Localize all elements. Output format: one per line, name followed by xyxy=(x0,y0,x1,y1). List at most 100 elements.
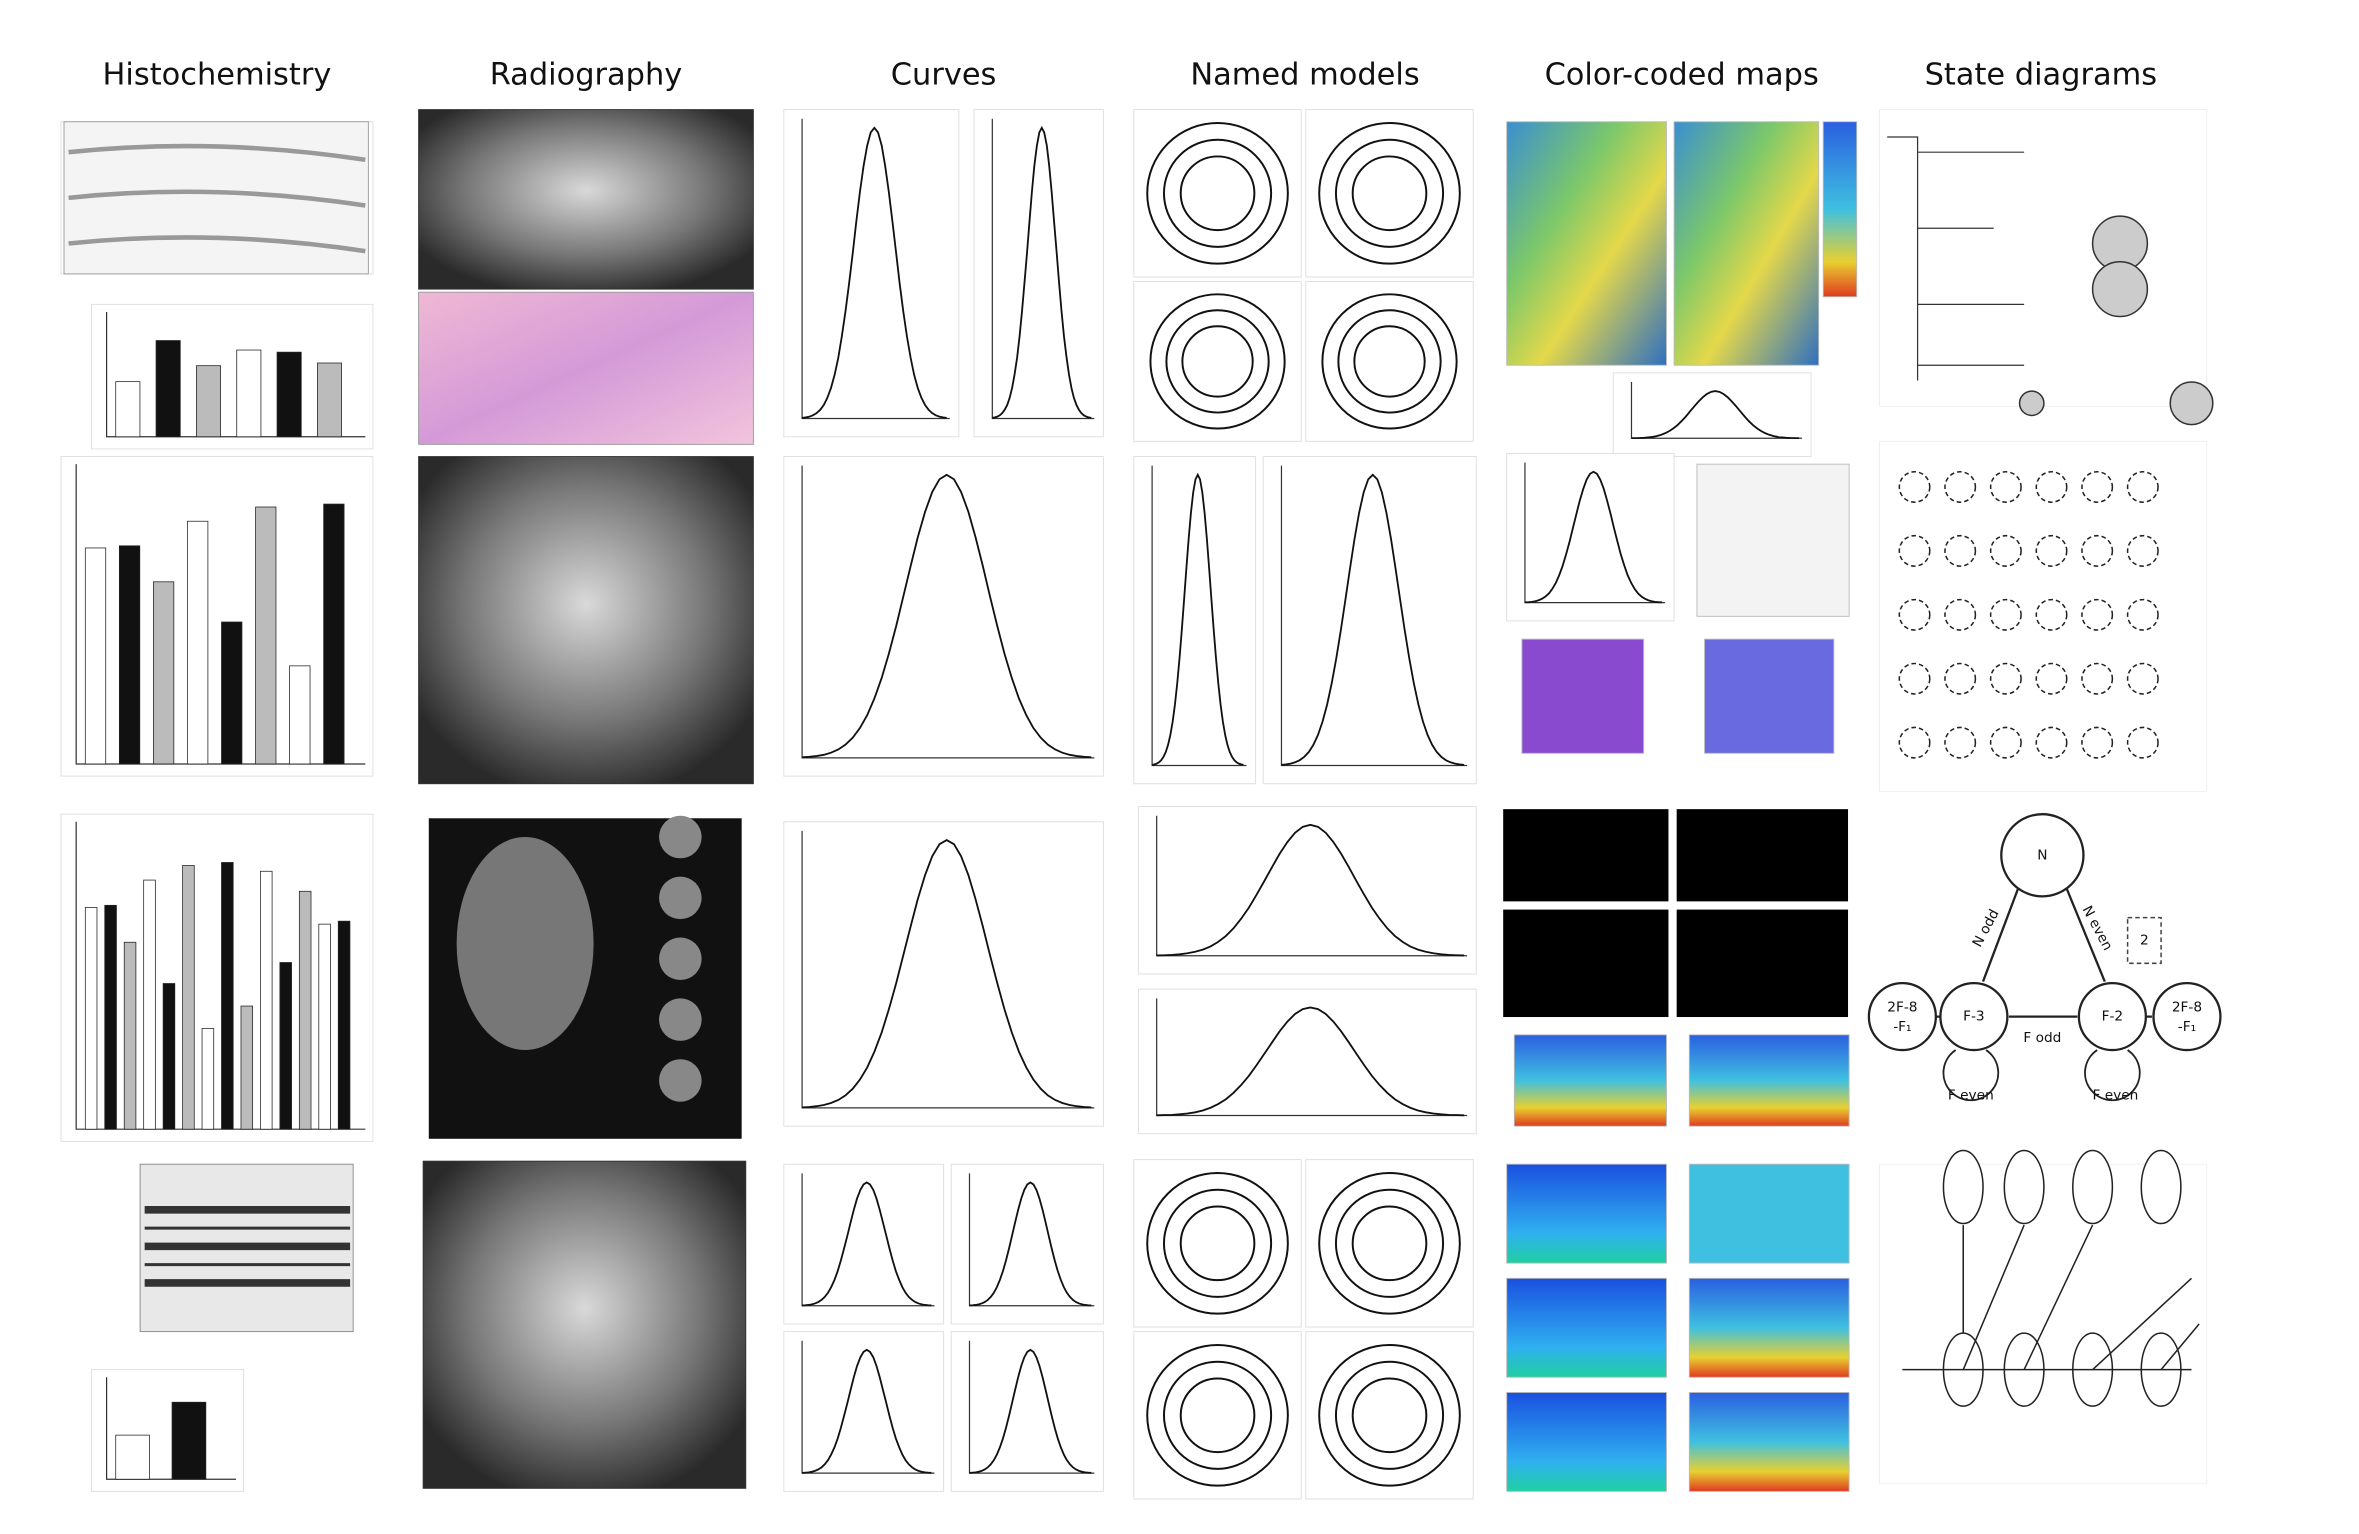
panel-bar xyxy=(187,520,209,765)
panel xyxy=(60,456,374,777)
panel xyxy=(1503,809,1669,902)
panel-drawing xyxy=(68,143,366,163)
panel xyxy=(1676,909,1849,1018)
panel-drawing xyxy=(659,1059,702,1102)
panel-drawing xyxy=(969,1181,1092,1307)
panel-drawing xyxy=(1989,662,2022,695)
edge-label: F even xyxy=(2093,1088,2139,1104)
panel xyxy=(1133,456,1257,785)
panel-drawing xyxy=(1351,1377,1428,1454)
panel xyxy=(1137,988,1477,1135)
panel xyxy=(1305,281,1474,442)
panel-drawing xyxy=(802,473,1092,759)
panel-drawing xyxy=(801,118,950,420)
edge-label: F even xyxy=(1948,1088,1994,1104)
panel xyxy=(783,1331,945,1492)
panel-drawing xyxy=(1162,1188,1273,1298)
panel-drawing xyxy=(1151,465,1247,767)
panel-bar xyxy=(289,665,311,765)
panel xyxy=(1688,1163,1850,1264)
panel-drawing xyxy=(801,1173,935,1307)
panel-bar xyxy=(104,904,117,1130)
panel-bar xyxy=(162,983,176,1130)
panel-bar xyxy=(318,923,331,1130)
panel-drawing xyxy=(2092,1277,2200,1371)
panel-drawing xyxy=(1146,1172,1289,1315)
panel-drawing xyxy=(2018,390,2045,417)
panel-bar xyxy=(84,907,98,1130)
column-header: Color-coded maps xyxy=(1545,58,1819,93)
panel-drawing xyxy=(1281,473,1465,766)
panel-drawing xyxy=(1334,1188,1445,1298)
panel-drawing xyxy=(1944,534,1977,567)
panel-drawing xyxy=(1944,662,1977,695)
panel-drawing xyxy=(2035,726,2068,759)
panel-drawing xyxy=(2140,1149,2182,1225)
panel xyxy=(973,109,1104,438)
panel-drawing xyxy=(1280,465,1468,767)
panel xyxy=(1506,1163,1667,1264)
panel-drawing xyxy=(802,1181,932,1307)
panel-drawing xyxy=(2091,260,2149,318)
panel-drawing xyxy=(2081,598,2114,631)
panel xyxy=(1521,638,1645,754)
column-header: Curves xyxy=(891,58,997,93)
panel-bar xyxy=(155,340,181,438)
panel-drawing xyxy=(1989,598,2022,631)
panel-drawing xyxy=(2081,534,2114,567)
panel-drawing xyxy=(1334,1360,1445,1470)
panel xyxy=(1676,809,1849,902)
panel-drawing xyxy=(969,1348,1092,1474)
panel-drawing xyxy=(1162,1360,1273,1470)
panel-drawing xyxy=(659,876,702,920)
panel-drawing xyxy=(1902,1224,2192,1371)
panel xyxy=(1612,372,1812,458)
panel-drawing xyxy=(2126,534,2159,567)
panel-drawing xyxy=(1944,726,1977,759)
panel-drawing xyxy=(1989,471,2022,503)
panel-drawing xyxy=(2126,471,2159,503)
panel xyxy=(783,109,960,438)
panel-bar xyxy=(118,545,141,765)
panel-drawing xyxy=(1162,138,1273,248)
panel-bar xyxy=(279,962,292,1130)
panel-bar xyxy=(143,879,156,1130)
node xyxy=(2152,981,2222,1052)
panel-drawing xyxy=(801,830,1095,1109)
panel-drawing xyxy=(1146,121,1289,265)
panel-drawing xyxy=(1989,534,2022,567)
panel-drawing xyxy=(1353,325,1426,398)
panel xyxy=(1506,1277,1667,1378)
panel-drawing xyxy=(1351,1205,1428,1282)
panel-drawing xyxy=(1318,121,1461,265)
panel-drawing xyxy=(1179,155,1256,232)
panel-drawing xyxy=(2035,471,2068,503)
panel-drawing xyxy=(1898,534,1931,567)
panel-drawing xyxy=(1321,293,1458,430)
panel-drawing xyxy=(1887,136,2025,381)
panel-drawing xyxy=(2081,662,2114,695)
panel-drawing xyxy=(1989,726,2022,759)
panel-bar xyxy=(182,865,195,1130)
panel-drawing xyxy=(2072,1149,2114,1225)
node xyxy=(1867,981,1937,1052)
edge-label: F odd xyxy=(2023,1030,2061,1046)
panel xyxy=(1506,1392,1667,1492)
node-label: F-2 xyxy=(2102,1009,2124,1025)
column-header: Named models xyxy=(1190,58,1419,93)
panel-drawing xyxy=(2035,534,2068,567)
panel xyxy=(1822,121,1858,298)
panel-drawing xyxy=(1149,293,1286,430)
panel xyxy=(1688,1392,1850,1492)
column-header: Histochemistry xyxy=(103,58,332,93)
panel-drawing xyxy=(1944,471,1977,503)
node-label: F-3 xyxy=(1963,1009,1985,1025)
node-label: N xyxy=(2037,847,2047,863)
panel-drawing xyxy=(1898,726,1931,759)
panel-bar xyxy=(276,351,302,438)
panel xyxy=(1696,463,1850,617)
column-header: Radiography xyxy=(490,58,683,93)
column-header: State diagrams xyxy=(1925,58,2158,93)
